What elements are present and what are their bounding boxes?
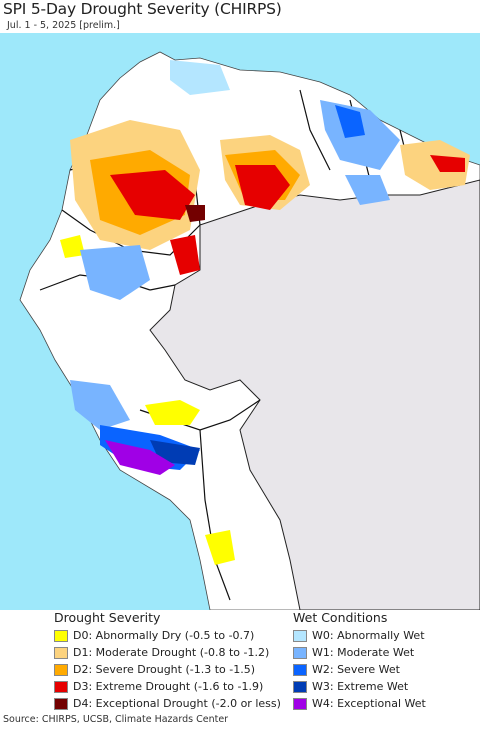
d3-patch-colombia: [110, 170, 195, 220]
legend-swatch-d2: [54, 663, 68, 676]
legend-item-w2: W2: Severe Wet: [293, 661, 426, 678]
legend-item-d3: D3: Extreme Drought (-1.6 to -1.9): [54, 678, 281, 695]
d3-patch-colombia-south: [170, 235, 200, 275]
legend-item-d1: D1: Moderate Drought (-0.8 to -1.2): [54, 644, 281, 661]
d0-patch-bolivia: [205, 530, 235, 565]
d3-patch-guiana: [430, 155, 465, 172]
map-title: SPI 5-Day Drought Severity (CHIRPS): [3, 0, 282, 18]
drought-legend-heading: Drought Severity: [54, 610, 161, 625]
d0-patch-peru: [145, 400, 200, 425]
w1-patch-guiana: [345, 175, 390, 205]
legend-item-d4: D4: Exceptional Drought (-2.0 or less): [54, 695, 281, 712]
legend-item-w3: W3: Extreme Wet: [293, 678, 426, 695]
source-credit: Source: CHIRPS, UCSB, Climate Hazards Ce…: [3, 714, 229, 725]
legend-swatch-w2: [293, 663, 307, 676]
wet-legend-heading: Wet Conditions: [293, 610, 388, 625]
d1-patch-guiana: [400, 140, 470, 190]
drought-patches: [60, 120, 470, 565]
legend-swatch-d3: [54, 680, 68, 693]
drought-legend: Drought Severity D0: Abnormally Dry (-0.…: [54, 610, 281, 712]
legend-item-w4: W4: Exceptional Wet: [293, 695, 426, 712]
legend-label-d1: D1: Moderate Drought (-0.8 to -1.2): [73, 646, 270, 659]
w4-patch-peru-south: [105, 440, 175, 475]
d3-patch-venezuela: [235, 165, 290, 210]
legend-label-w3: W3: Extreme Wet: [312, 680, 409, 693]
drought-map: [0, 33, 480, 610]
w0-patch-north: [170, 60, 230, 95]
map-subtitle: Jul. 1 - 5, 2025 [prelim.]: [7, 20, 120, 31]
w1-patch-ecuador: [80, 245, 150, 300]
d4-patch-colombia: [185, 205, 205, 222]
w1-patch-peru-west: [70, 380, 130, 430]
legend-item-w1: W1: Moderate Wet: [293, 644, 426, 661]
nodata-brazil: [149, 179, 480, 610]
wet-patches: [70, 60, 400, 475]
legend-label-w1: W1: Moderate Wet: [312, 646, 415, 659]
legend-swatch-w4: [293, 697, 307, 710]
legend-swatch-w1: [293, 646, 307, 659]
legend-swatch-w0: [293, 629, 307, 642]
legend-swatch-d1: [54, 646, 68, 659]
d0-patch-ecuador: [60, 235, 85, 258]
legend-item-w0: W0: Abnormally Wet: [293, 627, 426, 644]
w2-patch-venezuela-east: [335, 105, 365, 138]
legend-label-w0: W0: Abnormally Wet: [312, 629, 425, 642]
legend-swatch-w3: [293, 680, 307, 693]
legend-item-d0: D0: Abnormally Dry (-0.5 to -0.7): [54, 627, 281, 644]
wet-legend: Wet Conditions W0: Abnormally Wet W1: Mo…: [293, 610, 426, 712]
legend-label-d0: D0: Abnormally Dry (-0.5 to -0.7): [73, 629, 255, 642]
legend-swatch-d0: [54, 629, 68, 642]
legend-label-w2: W2: Severe Wet: [312, 663, 400, 676]
legend-label-w4: W4: Exceptional Wet: [312, 697, 426, 710]
legend-label-d2: D2: Severe Drought (-1.3 to -1.5): [73, 663, 256, 676]
legend-label-d4: D4: Exceptional Drought (-2.0 or less): [73, 697, 281, 710]
legend-label-d3: D3: Extreme Drought (-1.6 to -1.9): [73, 680, 264, 693]
legend-swatch-d4: [54, 697, 68, 710]
legend-item-d2: D2: Severe Drought (-1.3 to -1.5): [54, 661, 281, 678]
